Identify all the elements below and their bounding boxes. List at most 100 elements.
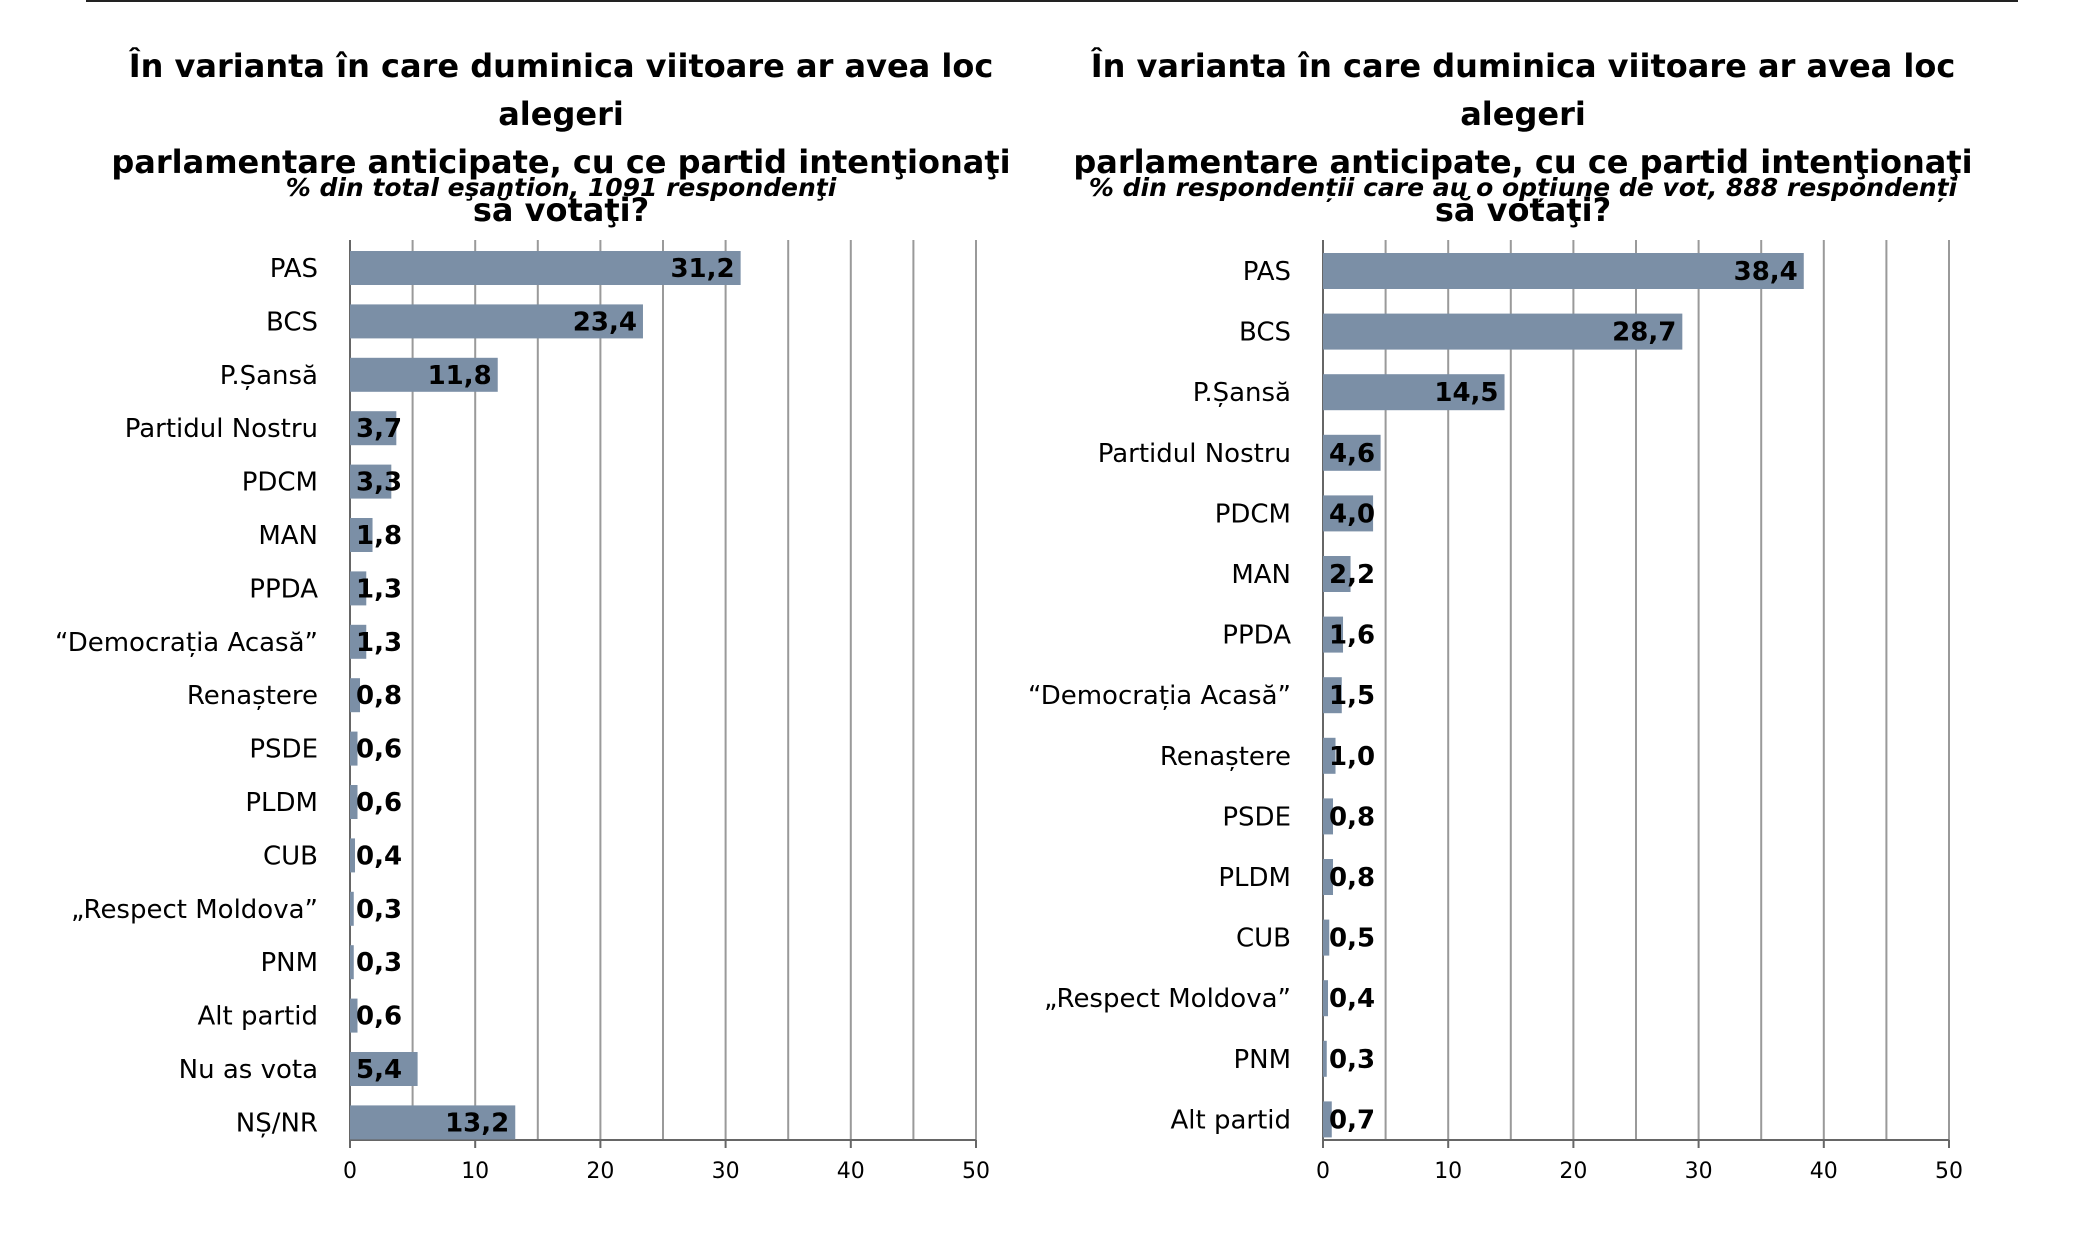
category-label: „Respect Moldova”: [1044, 984, 1291, 1014]
data-label: 3,3: [356, 468, 402, 498]
category-label: BCS: [1239, 318, 1291, 348]
bar: [350, 464, 392, 499]
category-label: PDCM: [1215, 499, 1291, 529]
category-label: MAN: [258, 521, 318, 551]
chart-title: În varianta în care duminica viitoare ar…: [1048, 42, 1998, 234]
data-label: 0,6: [356, 735, 402, 765]
x-tick-label: 0: [343, 1159, 357, 1184]
category-label: “Democrația Acasă”: [55, 628, 318, 658]
data-label: 1,6: [1329, 621, 1375, 651]
bar: [1323, 434, 1381, 471]
bar: [350, 357, 498, 392]
x-tick-label: 20: [1559, 1159, 1587, 1184]
data-label: 5,4: [356, 1055, 402, 1085]
category-label: CUB: [1236, 924, 1291, 954]
chart-title-line-2: parlamentare anticipate, cu ce partid in…: [111, 143, 1011, 229]
x-tick-label: 0: [1316, 1159, 1330, 1184]
bar: [1323, 1040, 1327, 1077]
bar: [350, 1105, 516, 1140]
bar: [350, 891, 354, 926]
bar: [1323, 798, 1334, 835]
bar: [350, 251, 741, 285]
x-tick-label: 30: [1685, 1159, 1713, 1184]
chart-panel-left: În varianta în care duminica viitoare ar…: [86, 0, 1036, 1260]
data-label: 2,2: [1329, 560, 1375, 590]
bar: [1323, 859, 1334, 895]
data-label: 23,4: [573, 307, 637, 337]
category-label: Partidul Nostru: [1098, 439, 1291, 469]
data-label: 28,7: [1612, 318, 1676, 348]
bar: [1323, 556, 1351, 592]
chart-title-line-1: În varianta în care duminica viitoare ar…: [1090, 47, 1956, 133]
category-label: CUB: [263, 841, 318, 871]
bar: [350, 678, 361, 713]
data-label: 3,7: [356, 414, 402, 444]
category-label: Renaștere: [1160, 742, 1291, 772]
bar: [350, 518, 373, 552]
category-label: PNM: [1233, 1045, 1291, 1075]
category-label: PPDA: [1222, 621, 1291, 651]
category-label: NȘ/NR: [236, 1108, 318, 1138]
data-label: 11,8: [428, 361, 492, 391]
data-label: 1,3: [356, 574, 402, 604]
top-rule: [86, 0, 2018, 2]
category-label: „Respect Moldova”: [71, 895, 318, 925]
bar: [350, 571, 367, 606]
x-tick-label: 10: [1434, 1159, 1462, 1184]
x-tick-label: 40: [837, 1159, 865, 1184]
bar: [350, 1052, 418, 1086]
bar: [1323, 980, 1329, 1017]
x-tick-label: 40: [1810, 1159, 1838, 1184]
data-label: 0,6: [356, 788, 402, 818]
x-tick-label: 20: [586, 1159, 614, 1184]
category-label: BCS: [266, 307, 318, 337]
bar: [1323, 313, 1683, 350]
category-label: PSDE: [249, 735, 318, 765]
bar: [1323, 374, 1505, 411]
category-label: PSDE: [1222, 802, 1291, 832]
data-label: 0,3: [1329, 1045, 1375, 1075]
data-label: 0,8: [1329, 863, 1375, 893]
category-label: PNM: [260, 948, 318, 978]
bar: [1323, 1101, 1332, 1138]
bar: [350, 998, 358, 1033]
bar: [350, 838, 356, 873]
x-tick-label: 50: [1935, 1159, 1963, 1184]
chart-subtitle: % din respondenții care au o opțiune de …: [1088, 173, 1958, 202]
data-label: 0,6: [356, 1002, 402, 1032]
bar: [350, 731, 358, 766]
category-label: PPDA: [249, 574, 318, 604]
data-label: 0,8: [1329, 802, 1375, 832]
category-label: PDCM: [242, 468, 318, 498]
bar: [1323, 919, 1330, 956]
category-label: PAS: [270, 254, 318, 284]
chart-title: În varianta în care duminica viitoare ar…: [86, 42, 1036, 234]
category-label: Renaștere: [187, 681, 318, 711]
bar: [1323, 616, 1344, 653]
category-label: Alt partid: [197, 1002, 318, 1032]
data-label: 0,5: [1329, 924, 1375, 954]
category-label: P.Șansă: [1193, 378, 1291, 408]
data-label: 1,8: [356, 521, 402, 551]
x-tick-label: 50: [962, 1159, 990, 1184]
bar: [1323, 677, 1342, 714]
category-label: PLDM: [245, 788, 318, 818]
bar: [350, 945, 354, 980]
data-label: 0,3: [356, 948, 402, 978]
data-label: 0,3: [356, 895, 402, 925]
chart-title-line-2: parlamentare anticipate, cu ce partid in…: [1073, 143, 1973, 229]
data-label: 1,3: [356, 628, 402, 658]
category-label: “Democrația Acasă”: [1028, 681, 1291, 711]
bar: [350, 304, 643, 339]
data-label: 0,4: [356, 841, 402, 871]
bar: [1323, 495, 1374, 532]
chart-panel-right: În varianta în care duminica viitoare ar…: [1048, 0, 1998, 1260]
bar: [1323, 737, 1336, 774]
category-label: MAN: [1231, 560, 1291, 590]
data-label: 1,0: [1329, 742, 1375, 772]
bar: [350, 411, 397, 446]
data-label: 0,4: [1329, 984, 1375, 1014]
chart-title-line-1: În varianta în care duminica viitoare ar…: [128, 47, 994, 133]
